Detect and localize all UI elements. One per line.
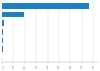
Bar xyxy=(2,12,25,17)
Bar xyxy=(2,3,88,9)
Bar xyxy=(2,29,3,35)
Bar xyxy=(2,38,3,43)
Bar xyxy=(2,20,4,26)
Bar xyxy=(2,46,3,52)
